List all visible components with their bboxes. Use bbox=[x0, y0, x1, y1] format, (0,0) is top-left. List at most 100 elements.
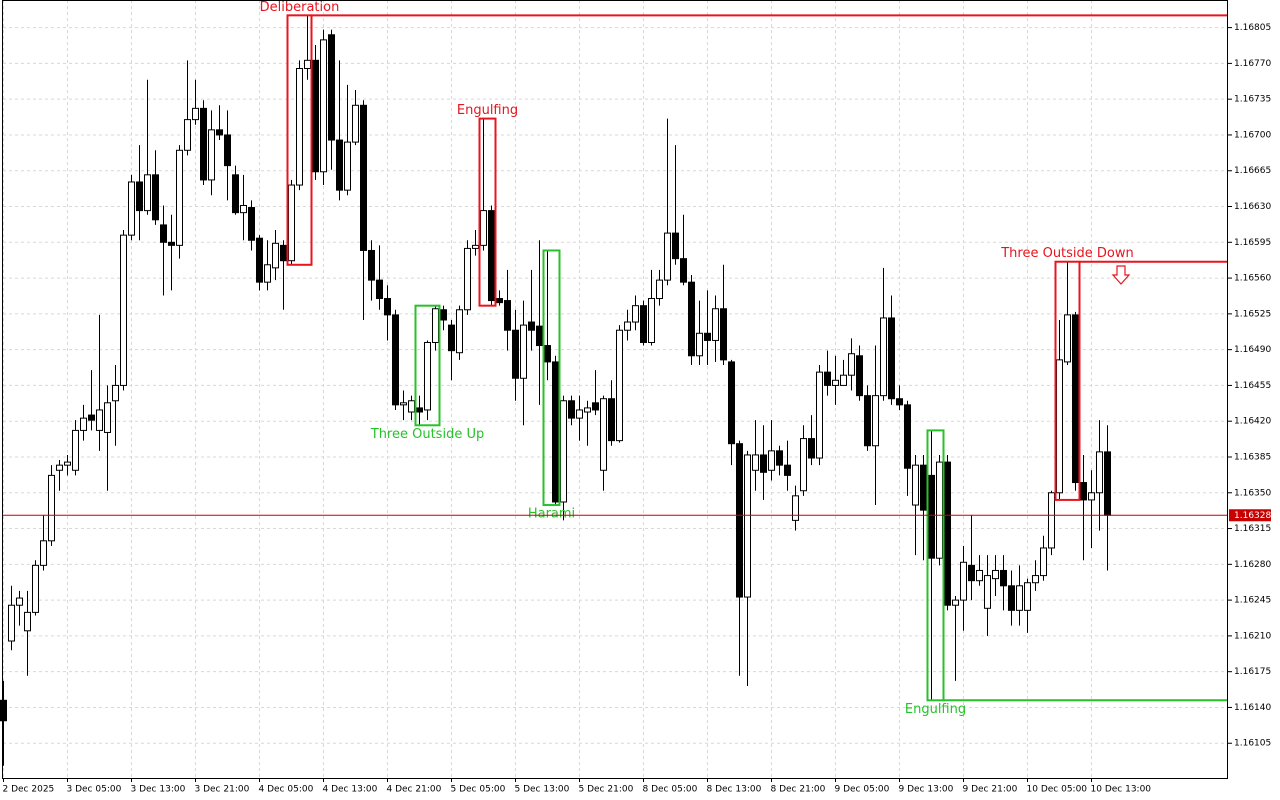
candle-body bbox=[80, 417, 87, 431]
y-tick-label: 1.16175 bbox=[1234, 667, 1271, 677]
y-tick-label: 1.16595 bbox=[1234, 238, 1271, 248]
candle-body bbox=[248, 207, 255, 241]
candle-body bbox=[960, 561, 967, 601]
candle-body bbox=[472, 244, 479, 249]
candle-body bbox=[160, 224, 167, 243]
candle-body bbox=[8, 604, 15, 642]
x-tick-label: 5 Dec 13:00 bbox=[515, 785, 570, 795]
candle-body bbox=[720, 308, 727, 361]
candle-body bbox=[536, 325, 543, 347]
candle-body bbox=[456, 309, 463, 354]
candle-body bbox=[112, 384, 119, 402]
candle-body bbox=[304, 59, 311, 69]
x-tick-label: 4 Dec 13:00 bbox=[323, 785, 378, 795]
y-tick-label: 1.16245 bbox=[1234, 596, 1271, 606]
candle-body bbox=[664, 232, 671, 281]
x-tick-label: 9 Dec 21:00 bbox=[963, 785, 1018, 795]
candle-body bbox=[936, 461, 943, 559]
candle-body bbox=[64, 461, 71, 466]
candle-body bbox=[488, 210, 495, 302]
candle-body bbox=[480, 210, 487, 246]
candle-body bbox=[400, 402, 407, 406]
candle-body bbox=[1088, 492, 1095, 501]
pattern-label: Engulfing bbox=[905, 702, 966, 717]
candle-body bbox=[792, 495, 799, 521]
x-tick-label: 8 Dec 13:00 bbox=[707, 785, 762, 795]
pattern-box bbox=[478, 117, 497, 307]
candle-body bbox=[648, 298, 655, 343]
candle-body bbox=[1056, 359, 1063, 494]
x-tick-label: 9 Dec 13:00 bbox=[899, 785, 954, 795]
candle-body bbox=[584, 407, 591, 413]
candle-body bbox=[264, 264, 271, 283]
candle-body bbox=[912, 464, 919, 506]
y-tick-label: 1.16315 bbox=[1234, 524, 1271, 534]
candle-body bbox=[336, 139, 343, 191]
x-tick-label: 3 Dec 21:00 bbox=[195, 785, 250, 795]
candle-body bbox=[840, 374, 847, 386]
candle-body bbox=[104, 402, 111, 433]
candle-body bbox=[688, 281, 695, 357]
y-tick-label: 1.16805 bbox=[1234, 23, 1271, 33]
candle-body bbox=[440, 309, 447, 321]
candle-body bbox=[88, 414, 95, 421]
x-tick-label: 4 Dec 21:00 bbox=[387, 785, 442, 795]
candle-body bbox=[0, 699, 7, 722]
candle-body bbox=[592, 402, 599, 411]
pattern-box bbox=[926, 429, 945, 702]
candle-body bbox=[168, 241, 175, 246]
candle-body bbox=[520, 324, 527, 379]
candle-body bbox=[1048, 492, 1055, 549]
y-tick-label: 1.16210 bbox=[1234, 631, 1271, 641]
candle-body bbox=[880, 317, 887, 397]
candle-body bbox=[928, 474, 935, 559]
x-tick-label: 5 Dec 05:00 bbox=[451, 785, 506, 795]
candle-body bbox=[504, 300, 511, 331]
candle-body bbox=[408, 400, 415, 413]
candle-body bbox=[144, 174, 151, 212]
candle-body bbox=[448, 324, 455, 352]
candle-body bbox=[40, 540, 47, 566]
candle-body bbox=[152, 174, 159, 221]
x-tick-label: 4 Dec 05:00 bbox=[259, 785, 314, 795]
y-tick-label: 1.16280 bbox=[1234, 560, 1271, 570]
candle-body bbox=[56, 464, 63, 471]
candle-body bbox=[848, 353, 855, 376]
candle-body bbox=[232, 174, 239, 214]
candle-body bbox=[944, 461, 951, 606]
candle-body bbox=[656, 279, 663, 300]
y-tick-label: 1.16455 bbox=[1234, 381, 1271, 391]
x-tick-label: 8 Dec 05:00 bbox=[643, 785, 698, 795]
candle-body bbox=[184, 119, 191, 151]
pattern-box bbox=[414, 304, 441, 427]
x-tick-label: 3 Dec 13:00 bbox=[131, 785, 186, 795]
candle-body bbox=[992, 569, 999, 580]
candle-body bbox=[416, 407, 423, 413]
y-tick-label: 1.16770 bbox=[1234, 59, 1271, 69]
candle-body bbox=[296, 67, 303, 186]
candle-body bbox=[872, 395, 879, 447]
candle-body bbox=[704, 332, 711, 341]
candle-body bbox=[896, 398, 903, 406]
candle-body bbox=[616, 329, 623, 442]
current-price-box bbox=[1229, 509, 1271, 522]
candle-body bbox=[952, 599, 959, 606]
y-tick-label: 1.16420 bbox=[1234, 417, 1271, 427]
annotations: Deliberation Engulfing Three Outside Up Har… bbox=[3, 0, 1228, 717]
candle-body bbox=[1024, 582, 1031, 611]
candle-body bbox=[200, 107, 207, 181]
y-tick-label: 1.16630 bbox=[1234, 202, 1271, 212]
candle-body bbox=[680, 258, 687, 283]
candle-body bbox=[888, 317, 895, 400]
candle-body bbox=[1016, 585, 1023, 611]
candle-body bbox=[464, 247, 471, 311]
candle-body bbox=[312, 59, 319, 173]
candle-body bbox=[96, 409, 103, 431]
candle-body bbox=[384, 298, 391, 316]
x-tick-label: 5 Dec 21:00 bbox=[579, 785, 634, 795]
candle-body bbox=[216, 129, 223, 136]
candle-body bbox=[320, 39, 327, 173]
candle-body bbox=[344, 141, 351, 191]
candle-body bbox=[48, 474, 55, 542]
candle-body bbox=[368, 249, 375, 281]
